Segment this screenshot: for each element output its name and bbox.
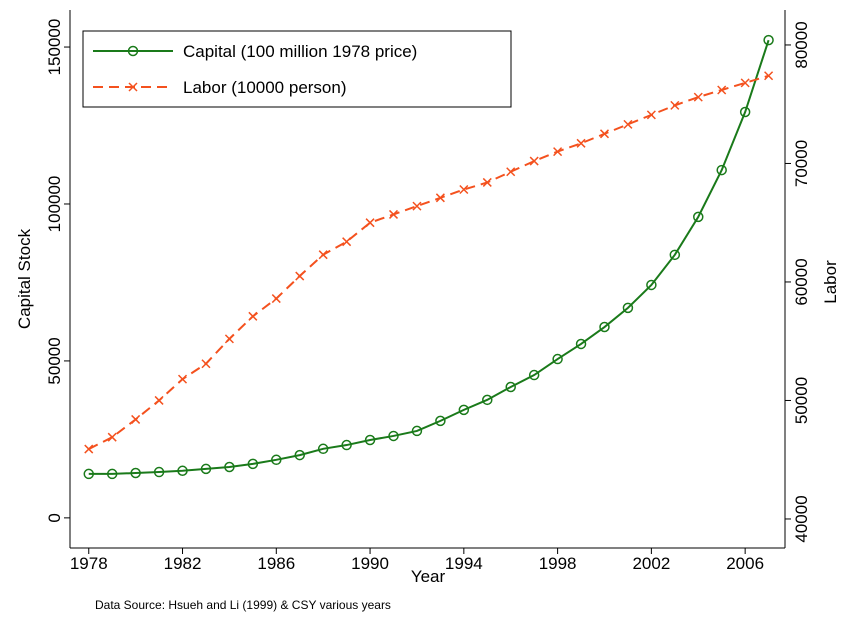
y2-tick-label: 50000 — [792, 377, 811, 424]
x-tick-label: 1982 — [164, 554, 202, 573]
data-point — [341, 439, 352, 451]
legend-label: Labor (10000 person) — [183, 78, 347, 97]
legend-marker — [128, 82, 138, 92]
data-point — [177, 465, 188, 477]
data-point — [365, 218, 375, 228]
data-point — [247, 458, 259, 470]
y-tick-label: 50000 — [45, 337, 64, 384]
data-point — [693, 211, 704, 223]
data-point — [739, 106, 751, 118]
y-tick-label: 100000 — [45, 176, 64, 233]
data-point — [717, 85, 727, 95]
legend-box — [82, 30, 512, 108]
y2-tick-label: 60000 — [792, 258, 811, 305]
data-point — [646, 110, 656, 120]
data-point — [364, 434, 376, 446]
x-tick-label: 1994 — [445, 554, 483, 573]
data-point — [177, 374, 188, 384]
legend-marker — [127, 45, 139, 57]
data-point — [107, 432, 117, 442]
data-point — [506, 167, 516, 177]
data-point — [318, 250, 328, 260]
data-point — [200, 463, 212, 475]
y2-tick-label: 70000 — [792, 140, 811, 187]
data-point — [201, 359, 211, 369]
x-tick-label: 2002 — [632, 554, 670, 573]
data-point — [482, 394, 493, 406]
data-point — [153, 466, 165, 478]
data-point — [271, 454, 282, 466]
data-point — [576, 138, 586, 148]
data-point — [552, 353, 563, 365]
y-axis-label: Capital Stock — [15, 228, 34, 329]
data-point — [716, 164, 727, 176]
data-point — [295, 271, 305, 281]
y-tick-label: 0 — [45, 513, 64, 522]
data-point — [458, 404, 470, 416]
data-point — [670, 100, 680, 110]
data-point — [482, 177, 492, 187]
legend-label: Capital (100 million 1978 price) — [183, 42, 417, 61]
data-point — [342, 237, 352, 247]
data-point — [575, 338, 587, 350]
data-point — [764, 71, 774, 81]
data-point — [248, 311, 258, 321]
data-point — [646, 279, 657, 291]
series-line — [88, 74, 769, 450]
data-point — [388, 209, 399, 219]
y2-axis-label: Labor — [821, 260, 840, 304]
source-note: Data Source: Hsueh and Li (1999) & CSY v… — [95, 598, 391, 612]
x-tick-label: 1990 — [351, 554, 389, 573]
data-point — [412, 201, 422, 211]
x-tick-label: 1998 — [539, 554, 577, 573]
data-point — [435, 415, 446, 427]
data-point — [599, 129, 610, 139]
data-point — [224, 461, 235, 473]
x-tick-label: 2006 — [726, 554, 764, 573]
data-point — [84, 444, 94, 454]
data-point — [669, 249, 681, 261]
data-point — [130, 467, 141, 479]
data-point — [435, 193, 445, 203]
data-point — [294, 449, 305, 461]
data-point — [528, 369, 540, 381]
x-tick-label: 1986 — [257, 554, 295, 573]
data-point — [271, 294, 281, 304]
data-point — [623, 119, 633, 129]
data-point — [388, 430, 399, 442]
y-tick-label: 150000 — [45, 19, 64, 76]
data-point — [763, 34, 774, 46]
data-point — [740, 78, 750, 88]
data-point — [622, 302, 634, 314]
y2-tick-label: 40000 — [792, 495, 811, 542]
data-point — [154, 395, 164, 405]
data-point — [693, 92, 703, 102]
data-point — [459, 185, 469, 195]
data-point — [553, 147, 563, 157]
data-point — [224, 334, 234, 344]
data-point — [505, 381, 516, 393]
data-point — [317, 443, 329, 455]
x-axis-label: Year — [411, 567, 446, 586]
data-point — [83, 468, 95, 480]
data-point — [599, 321, 610, 333]
y2-tick-label: 80000 — [792, 21, 811, 68]
data-point — [411, 425, 423, 437]
x-tick-label: 1978 — [70, 554, 108, 573]
data-point — [106, 468, 118, 480]
data-point — [529, 156, 539, 166]
data-point — [131, 414, 141, 424]
